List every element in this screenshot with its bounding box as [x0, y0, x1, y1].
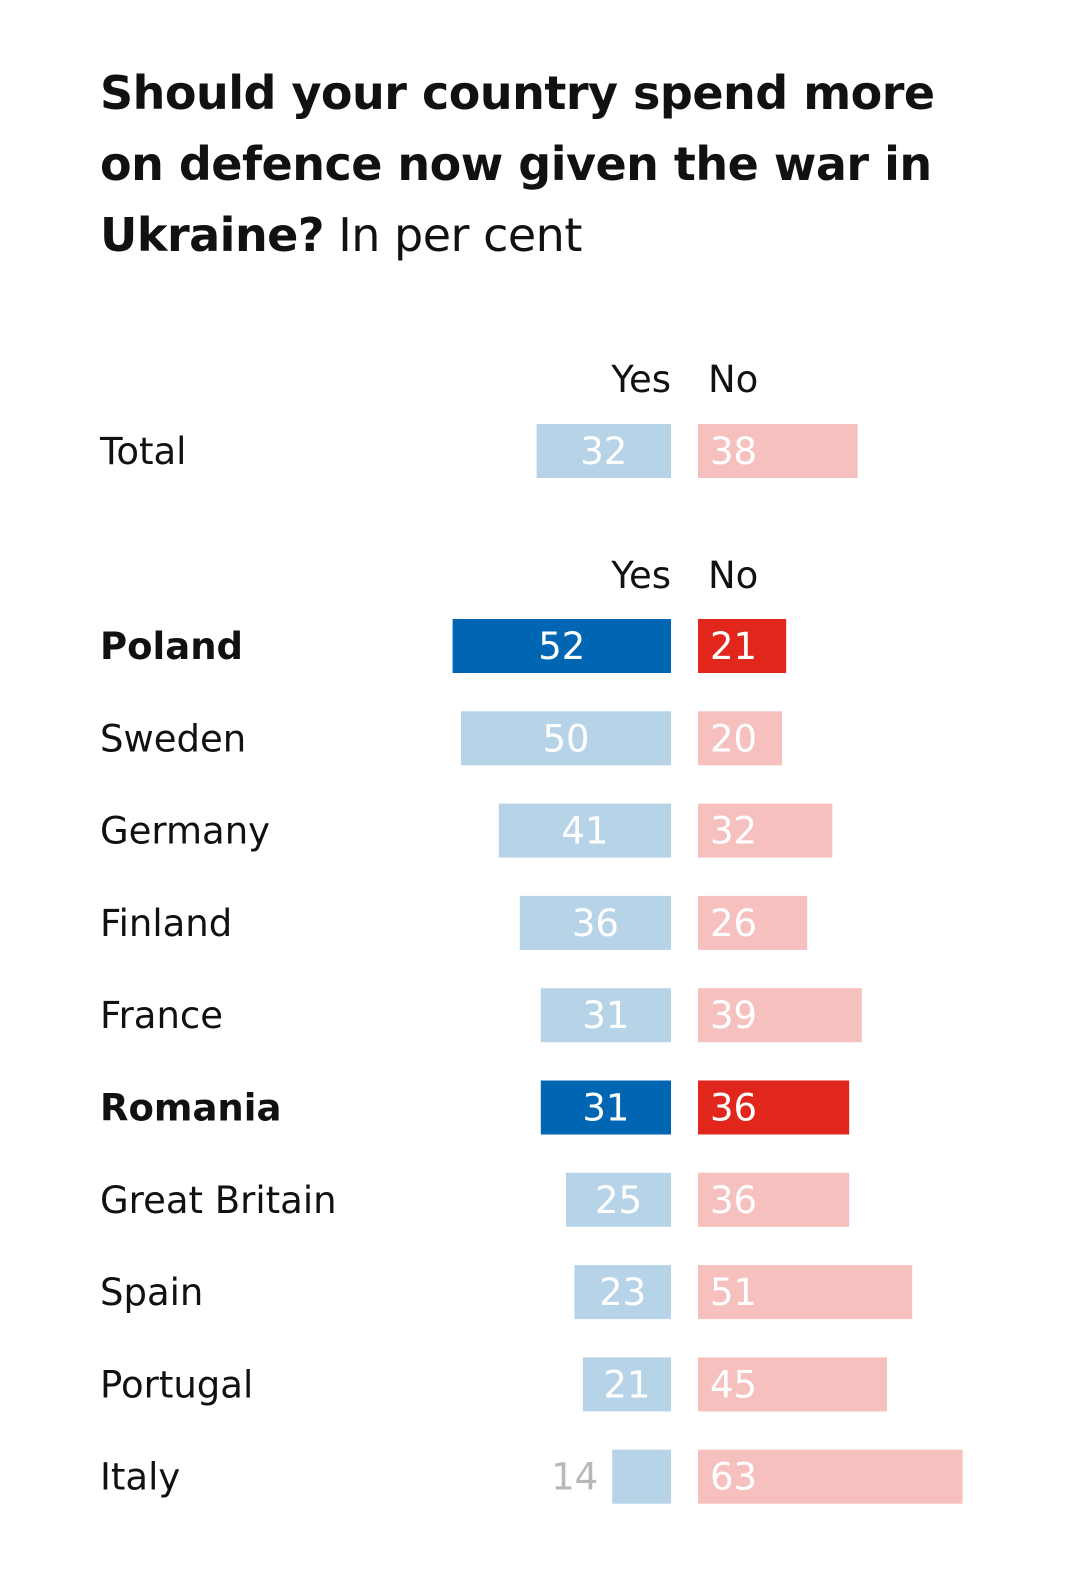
no-column-header: No: [708, 554, 758, 597]
yes-value-label-germany: 41: [561, 810, 608, 853]
no-bar-poland: [698, 619, 787, 673]
no-value-label-total: 38: [710, 430, 757, 473]
no-value-label-italy: 63: [710, 1456, 757, 1499]
chart-title-unit: In per cent: [338, 208, 582, 262]
category-label-sweden: Sweden: [100, 717, 246, 760]
yes-value-label-poland: 52: [538, 625, 585, 668]
no-bar-great-britain: [698, 1172, 850, 1227]
yes-bar-poland: [452, 619, 671, 673]
no-value-label-sweden: 20: [710, 717, 757, 760]
no-bar-sweden: [698, 711, 782, 766]
category-label-finland: Finland: [100, 902, 232, 945]
yes-value-label-sweden: 50: [542, 717, 589, 760]
category-label-italy: Italy: [100, 1456, 180, 1499]
yes-bar-italy: [612, 1449, 671, 1504]
no-bar-finland: [698, 895, 808, 950]
category-label-great-britain: Great Britain: [100, 1179, 337, 1222]
no-value-label-romania: 36: [710, 1087, 757, 1130]
category-label-germany: Germany: [100, 810, 270, 853]
no-value-label-finland: 26: [710, 902, 757, 945]
no-value-label-portugal: 45: [710, 1363, 757, 1406]
no-value-label-great-britain: 36: [710, 1179, 757, 1222]
no-value-label-poland: 21: [710, 625, 757, 668]
no-bar-total: [698, 424, 858, 478]
no-value-label-germany: 32: [710, 810, 757, 853]
yes-value-label-great-britain: 25: [595, 1179, 642, 1222]
category-label-france: France: [100, 994, 223, 1037]
yes-bar-portugal: [582, 1357, 671, 1412]
yes-column-header: Yes: [610, 358, 671, 401]
yes-value-label-romania: 31: [582, 1087, 629, 1130]
yes-bar-france: [540, 988, 671, 1043]
yes-bar-romania: [540, 1080, 671, 1135]
yes-bar-total: [536, 424, 671, 478]
no-bar-portugal: [698, 1357, 887, 1412]
no-bar-germany: [698, 803, 833, 858]
category-label-total: Total: [99, 430, 186, 473]
category-label-romania: Romania: [100, 1087, 281, 1130]
no-bar-france: [698, 988, 862, 1043]
yes-bar-great-britain: [566, 1172, 671, 1227]
chart-title-question: Should your country spend more on defenc…: [100, 66, 935, 262]
yes-bar-finland: [519, 895, 671, 950]
category-label-portugal: Portugal: [100, 1363, 253, 1406]
yes-value-label-france: 31: [582, 994, 629, 1037]
yes-value-label-finland: 36: [572, 902, 619, 945]
category-label-poland: Poland: [100, 625, 243, 668]
yes-bar-spain: [574, 1265, 671, 1320]
yes-value-label-portugal: 21: [603, 1363, 650, 1406]
yes-value-label-total: 32: [580, 430, 627, 473]
no-bar-spain: [698, 1265, 913, 1320]
chart-title: Should your country spend more on defenc…: [100, 58, 1000, 271]
no-value-label-france: 39: [710, 994, 757, 1037]
yes-bar-germany: [498, 803, 671, 858]
no-bar-italy: [698, 1449, 963, 1504]
no-bar-romania: [698, 1080, 850, 1135]
yes-value-label-spain: 23: [599, 1271, 646, 1314]
category-label-spain: Spain: [100, 1271, 203, 1314]
yes-column-header: Yes: [610, 554, 671, 597]
yes-value-label-italy: 14: [551, 1456, 598, 1499]
no-column-header: No: [708, 358, 758, 401]
no-value-label-spain: 51: [710, 1271, 757, 1314]
yes-bar-sweden: [461, 711, 671, 766]
